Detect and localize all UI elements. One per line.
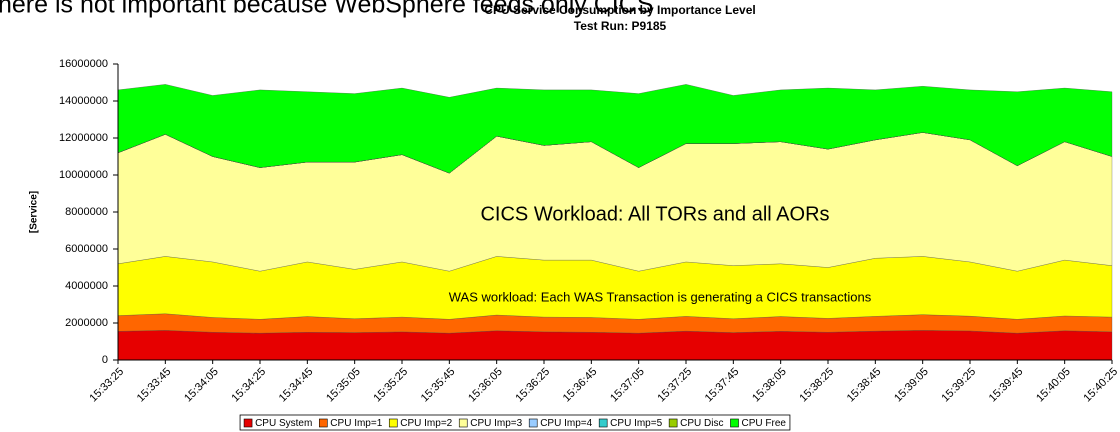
- x-tick-label: 15:34:05: [182, 366, 221, 405]
- x-tick-label: 15:37:05: [608, 366, 647, 405]
- x-tick-label: 15:40:25: [1081, 366, 1120, 405]
- y-tick-label: 0: [102, 354, 108, 366]
- y-tick-label: 10000000: [59, 169, 108, 181]
- annotation: CICS Workload: All TORs and all AORs: [480, 203, 829, 225]
- legend-box: [239, 414, 791, 431]
- x-tick-label: 15:38:05: [750, 366, 789, 405]
- area: [117, 330, 1113, 361]
- legend-swatch: [388, 418, 398, 428]
- x-tick-label: 15:33:25: [87, 366, 126, 405]
- x-tick-label: 15:39:25: [939, 366, 978, 405]
- chart-title: CPU Service Consumption by Importance Le…: [484, 3, 755, 17]
- legend-label: CPU Free: [741, 418, 786, 429]
- y-tick-label: 2000000: [65, 317, 108, 329]
- legend-swatch: [528, 418, 538, 428]
- legend: CPU System CPU Imp=1 CPU Imp=2 CPU Imp=3 CPU…: [239, 414, 791, 431]
- x-tick-label: 15:36:25: [513, 366, 552, 405]
- x-tick-label: 15:38:45: [845, 366, 884, 405]
- y-tick-label: 14000000: [59, 95, 108, 107]
- legend-swatch: [668, 418, 678, 428]
- legend-label: CPU Imp=2: [400, 418, 452, 429]
- x-tick-label: 15:36:45: [561, 366, 600, 405]
- legend-swatch: [318, 418, 328, 428]
- annotation: WAS workload: Each WAS Transaction is ge…: [449, 289, 872, 304]
- x-tick-label: 15:39:45: [987, 366, 1026, 405]
- x-tick-label: 15:35:45: [419, 366, 458, 405]
- x-tick-label: 15:33:45: [135, 366, 174, 405]
- legend-label: CPU System: [255, 418, 312, 429]
- legend-label: CPU Imp=5: [610, 418, 662, 429]
- x-tick-label: 15:39:05: [892, 366, 931, 405]
- legend-label: CPU Imp=1: [330, 418, 382, 429]
- x-tick-label: 15:34:45: [277, 366, 316, 405]
- x-tick-label: 15:35:05: [324, 366, 363, 405]
- legend-swatch: [730, 418, 739, 428]
- legend-swatch: [243, 418, 253, 428]
- y-tick-label: 6000000: [65, 243, 108, 255]
- chart-subtitle: Test Run: P9185: [574, 19, 667, 33]
- legend-label: CPU Disc: [680, 418, 723, 429]
- legend-label: CPU Imp=4: [540, 418, 592, 429]
- x-tick-label: 15:36:05: [466, 366, 505, 405]
- area: [117, 84, 1113, 174]
- slide-text: here is not important because WebSphere …: [0, 0, 653, 19]
- x-tick-label: 15:35:25: [371, 366, 410, 405]
- legend-swatch: [458, 418, 468, 428]
- legend-label: CPU Imp=3: [470, 418, 522, 429]
- y-tick-label: 16000000: [59, 58, 108, 70]
- x-tick-label: 15:40:05: [1034, 366, 1073, 405]
- x-tick-label: 15:37:25: [655, 366, 694, 405]
- x-tick-label: 15:38:25: [797, 366, 836, 405]
- legend-swatch: [598, 418, 608, 428]
- x-tick-label: 15:37:45: [703, 366, 742, 405]
- x-tick-label: 15:34:25: [229, 366, 268, 405]
- y-tick-label: 12000000: [59, 132, 108, 144]
- y-tick-label: 4000000: [65, 280, 108, 292]
- y-axis-label: [Service]: [29, 191, 40, 233]
- y-tick-label: 8000000: [65, 206, 108, 218]
